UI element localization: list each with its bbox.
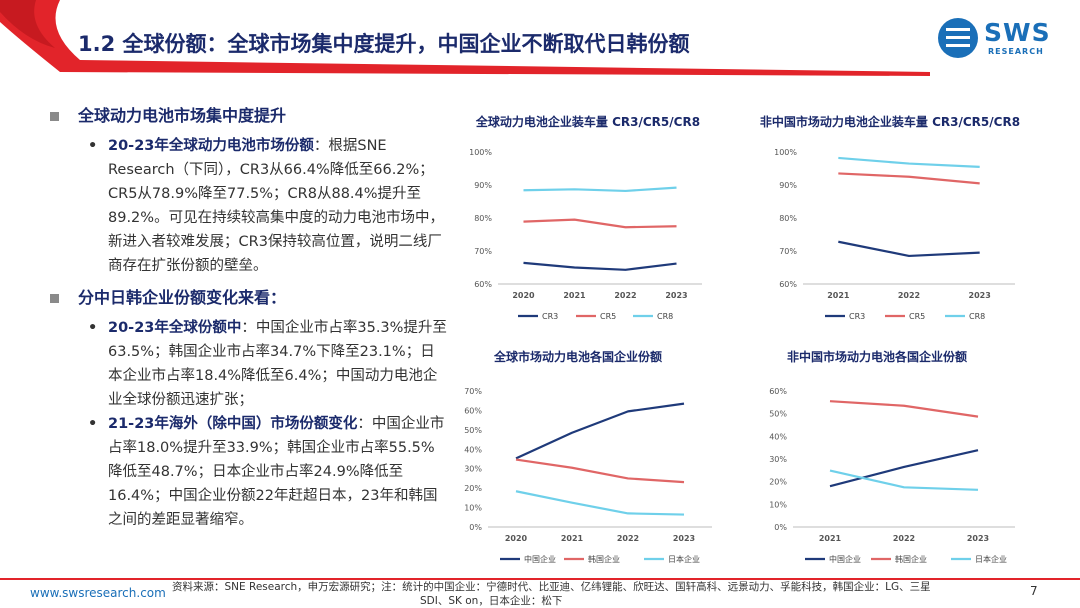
x-tick-label: 2020 [512,291,535,300]
x-tick-label: 2022 [898,291,920,300]
x-tick-label: 2021 [819,534,842,543]
series-line-CR5 [524,220,677,228]
chart-overseas-cr: 非中国市场动力电池企业装车量 CR3/CR5/CR8 60% 70% 80% 90% 10… [745,110,1045,330]
series-line-中国企业 [516,404,684,459]
y-tick-label: 30% [464,465,482,474]
y-tick-label: 90% [779,181,797,190]
y-tick-label: 10% [769,500,787,509]
x-tick-label: 2022 [617,534,639,543]
bullet-icon: • [88,134,97,158]
y-tick-label: 40% [769,432,787,441]
y-tick-label: 70% [464,387,482,396]
footer-url-link[interactable]: www.swsresearch.com [30,586,166,600]
chart-title: 非中国市场动力电池企业装车量 CR3/CR5/CR8 [760,114,1020,129]
chart-global-cr: 全球动力电池企业装车量 CR3/CR5/CR8 60% 70% 80% 90% 100% 2… [450,110,725,330]
y-tick-label: 50% [464,426,482,435]
legend-label: CR3 [542,312,558,321]
bullet-icon: • [88,316,97,340]
y-tick-label: 60% [464,406,482,415]
y-tick-label: 20% [464,484,482,493]
y-tick-label: 0% [469,523,482,532]
series-line-韩国企业 [516,460,684,483]
series-line-CR8 [838,158,979,167]
y-tick-label: 100% [469,148,492,157]
legend-label: 中国企业 [829,554,861,564]
logo-text: SWS [984,18,1051,47]
text-column: 全球动力电池市场集中度提升 •20-23年全球动力电池市场份额：根据SNE Re… [48,100,448,532]
y-tick-label: 10% [464,504,482,513]
header: 1.2 全球份额：全球市场集中度提升，中国企业不断取代日韩份额 SWS RESE… [0,0,1080,80]
chart-title: 全球市场动力电池各国企业份额 [493,349,662,364]
source-note: 资料来源：SNE Research，申万宏源研究；注：统计的中国企业：宁德时代、… [172,580,972,608]
series-line-CR5 [838,173,979,183]
logo-subtext: RESEARCH [988,47,1044,56]
legend-label: CR5 [909,312,925,321]
y-tick-label: 30% [769,455,787,464]
y-tick-label: 20% [769,478,787,487]
series-line-日本企业 [516,491,684,514]
x-tick-label: 2022 [614,291,636,300]
legend-label: CR3 [849,312,865,321]
y-tick-label: 70% [474,247,492,256]
y-tick-label: 60% [779,280,797,289]
y-tick-label: 80% [474,214,492,223]
chart-global-share: 全球市场动力电池各国企业份额 0% 10% 20% 30% 40% 50% 60% 70% 202… [450,345,730,573]
series-line-韩国企业 [830,401,978,416]
legend-label: CR8 [969,312,985,321]
chart-title: 非中国市场动力电池各国企业份额 [787,349,967,364]
section-heading: 全球动力电池市场集中度提升 [48,104,448,128]
sws-logo: SWS RESEARCH [936,14,1066,62]
square-bullet-icon [50,112,59,121]
y-tick-label: 60% [769,387,787,396]
list-item: •20-23年全球动力电池市场份额：根据SNE Research（下同），CR3… [48,134,448,278]
y-tick-label: 70% [779,247,797,256]
x-tick-label: 2021 [827,291,850,300]
legend-label: 中国企业 [524,554,556,564]
legend-label: CR8 [657,312,673,321]
y-tick-label: 90% [474,181,492,190]
x-tick-label: 2022 [893,534,915,543]
y-tick-label: 60% [474,280,492,289]
series-line-CR3 [838,242,979,256]
x-tick-label: 2023 [967,534,989,543]
square-bullet-icon [50,294,59,303]
legend-label: 韩国企业 [588,554,620,564]
page-title: 1.2 全球份额：全球市场集中度提升，中国企业不断取代日韩份额 [78,28,690,58]
y-tick-label: 50% [769,410,787,419]
chart-title: 全球动力电池企业装车量 CR3/CR5/CR8 [475,114,700,129]
series-line-CR8 [524,188,677,191]
y-tick-label: 80% [779,214,797,223]
legend-label: 日本企业 [668,554,700,564]
list-item: •21-23年海外（除中国）市场份额变化：中国企业市占率18.0%提升至33.9… [48,412,448,532]
x-tick-label: 2023 [665,291,687,300]
legend-label: 日本企业 [975,554,1007,564]
legend-label: CR5 [600,312,616,321]
y-tick-label: 0% [774,523,787,532]
x-tick-label: 2021 [561,534,584,543]
chart-overseas-share: 非中国市场动力电池各国企业份额 0% 10% 20% 30% 40% 50% 60% 2021 2… [745,345,1045,573]
x-tick-label: 2023 [673,534,695,543]
series-line-CR3 [524,263,677,270]
section-heading: 分中日韩企业份额变化来看： [48,286,448,310]
list-item: •20-23年全球份额中：中国企业市占率35.3%提升至63.5%；韩国企业市占… [48,316,448,412]
y-tick-label: 100% [774,148,797,157]
logo-emblem-icon [936,16,980,60]
x-tick-label: 2021 [563,291,586,300]
x-tick-label: 2023 [969,291,991,300]
legend-label: 韩国企业 [895,554,927,564]
x-tick-label: 2020 [505,534,528,543]
page-number: 7 [1030,584,1038,598]
bullet-icon: • [88,412,97,436]
y-tick-label: 40% [464,445,482,454]
series-line-中国企业 [830,450,978,486]
